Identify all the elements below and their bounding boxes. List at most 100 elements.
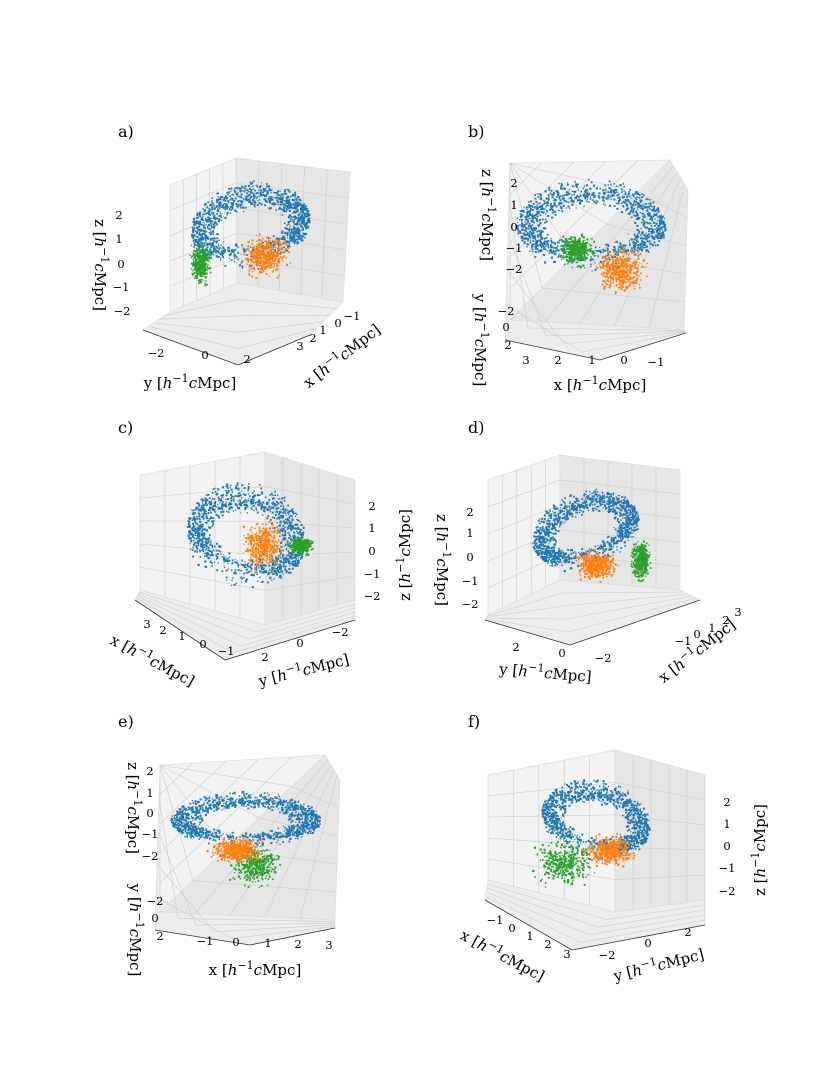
series-blue-point bbox=[285, 548, 287, 551]
series-green-point bbox=[197, 279, 200, 282]
series-blue-point bbox=[205, 513, 208, 515]
series-blue-point bbox=[207, 201, 209, 203]
series-orange-point bbox=[248, 272, 250, 275]
series-blue-point bbox=[642, 246, 645, 249]
series-blue-point bbox=[278, 194, 280, 196]
series-green-point bbox=[573, 243, 576, 246]
series-blue-point bbox=[201, 528, 204, 531]
series-blue-point bbox=[295, 559, 297, 562]
series-orange-point bbox=[631, 249, 633, 252]
series-blue-point bbox=[268, 195, 270, 197]
series-blue-point bbox=[194, 223, 197, 226]
series-blue-point bbox=[205, 219, 207, 222]
series-blue-point bbox=[527, 239, 529, 242]
series-blue-point bbox=[532, 203, 535, 205]
series-green-point bbox=[569, 244, 571, 246]
series-blue-point bbox=[658, 240, 660, 243]
series-blue-point bbox=[556, 196, 558, 198]
series-blue-point bbox=[655, 236, 657, 238]
series-blue-point bbox=[528, 213, 531, 216]
series-green-point bbox=[204, 255, 207, 257]
series-blue-point bbox=[248, 194, 251, 197]
series-orange-point bbox=[255, 253, 258, 255]
series-green-point bbox=[569, 248, 572, 251]
series-blue-point bbox=[273, 507, 275, 510]
series-blue-point bbox=[249, 181, 251, 183]
series-blue-point bbox=[640, 253, 642, 255]
series-blue-point bbox=[586, 247, 588, 249]
series-orange-point bbox=[242, 246, 244, 248]
series-green-point bbox=[564, 242, 566, 244]
series-blue-point bbox=[632, 209, 635, 212]
series-orange-point bbox=[615, 284, 618, 287]
series-blue-point bbox=[193, 223, 196, 226]
grid-line bbox=[169, 207, 237, 237]
series-blue-point bbox=[539, 219, 541, 221]
series-blue-point bbox=[204, 203, 207, 205]
series-blue-point bbox=[247, 488, 250, 491]
series-orange-point bbox=[617, 258, 619, 260]
series-green-point bbox=[573, 248, 575, 251]
series-blue-point bbox=[211, 237, 213, 239]
series-blue-point bbox=[201, 545, 204, 547]
series-blue-point bbox=[520, 226, 523, 228]
series-blue-point bbox=[658, 219, 660, 221]
series-green-point bbox=[196, 258, 198, 260]
series-blue-point bbox=[248, 198, 251, 201]
series-blue-point bbox=[297, 526, 299, 529]
series-blue-point bbox=[617, 197, 619, 199]
series-blue-point bbox=[534, 255, 537, 258]
series-blue-point bbox=[548, 197, 550, 199]
series-blue-point bbox=[209, 221, 211, 223]
series-blue-point bbox=[283, 210, 286, 213]
series-orange-point bbox=[618, 273, 620, 276]
series-blue-point bbox=[200, 239, 203, 241]
series-blue-point bbox=[240, 187, 242, 190]
series-orange-point bbox=[252, 255, 254, 258]
series-green-point bbox=[205, 259, 208, 262]
series-blue-point bbox=[215, 549, 218, 552]
series-green-point bbox=[198, 261, 201, 264]
series-blue-point bbox=[213, 211, 215, 213]
series-blue-point bbox=[535, 208, 538, 210]
series-blue-point bbox=[296, 232, 299, 235]
series-orange-point bbox=[636, 277, 639, 280]
series-blue-point bbox=[198, 250, 200, 252]
series-blue-point bbox=[203, 242, 206, 245]
series-orange-point bbox=[618, 282, 621, 285]
series-blue-point bbox=[633, 207, 636, 210]
series-orange-point bbox=[631, 262, 634, 265]
series-blue-point bbox=[540, 245, 542, 247]
series-orange-point bbox=[253, 257, 255, 260]
series-blue-point bbox=[540, 205, 543, 208]
series-blue-point bbox=[209, 557, 211, 559]
series-orange-point bbox=[271, 248, 273, 250]
series-blue-point bbox=[285, 240, 288, 242]
series-orange-point bbox=[624, 270, 627, 273]
series-blue-point bbox=[563, 187, 565, 189]
series-green-point bbox=[580, 248, 583, 251]
series-blue-point bbox=[198, 233, 200, 235]
series-blue-point bbox=[292, 234, 295, 236]
series-blue-point bbox=[215, 249, 217, 251]
series-blue-point bbox=[646, 240, 649, 243]
series-green-point bbox=[589, 244, 592, 247]
series-blue-point bbox=[220, 551, 222, 553]
series-blue-point bbox=[664, 226, 667, 228]
series-blue-point bbox=[296, 199, 298, 201]
series-orange-point bbox=[269, 267, 271, 269]
series-blue-point bbox=[617, 250, 620, 253]
series-orange-point bbox=[605, 268, 608, 271]
series-blue-point bbox=[286, 196, 289, 199]
series-orange-point bbox=[622, 275, 625, 278]
series-blue-point bbox=[539, 214, 542, 217]
series-blue-point bbox=[213, 207, 216, 209]
series-orange-point bbox=[269, 256, 271, 258]
series-blue-point bbox=[197, 512, 200, 515]
series-blue-point bbox=[619, 243, 622, 246]
series-blue-point bbox=[596, 249, 599, 252]
series-blue-point bbox=[217, 496, 219, 498]
series-blue-point bbox=[211, 244, 213, 246]
series-blue-point bbox=[221, 206, 224, 209]
series-blue-point bbox=[207, 519, 210, 522]
